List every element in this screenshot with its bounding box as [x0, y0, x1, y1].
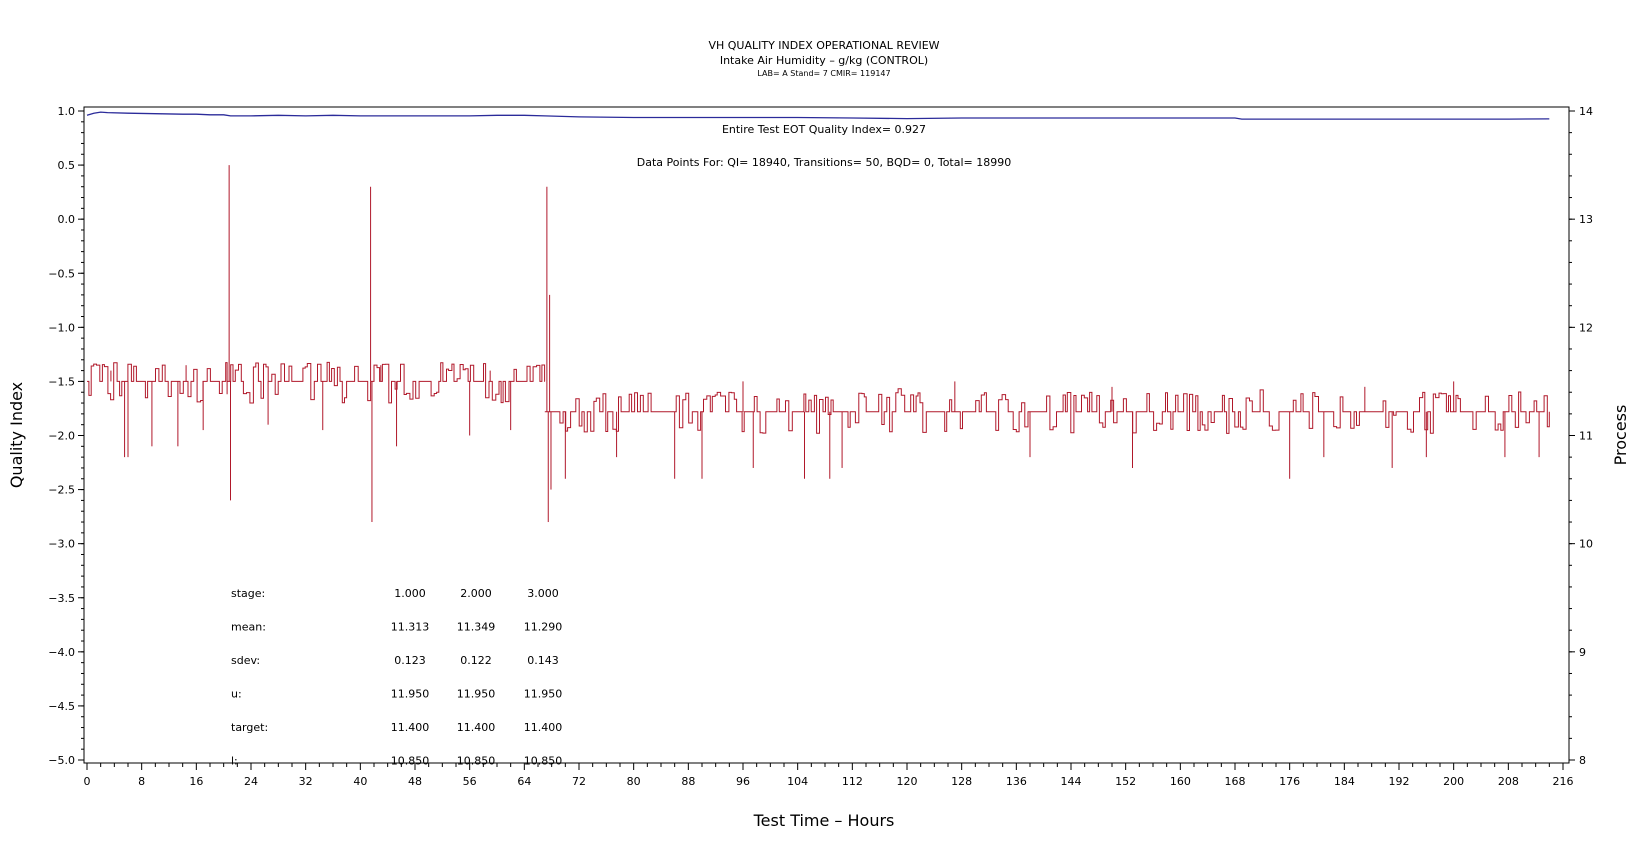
y2-tick-label: 10 [1579, 538, 1593, 551]
x-tick-label: 128 [951, 775, 972, 788]
stats-row-label: mean: [231, 621, 266, 634]
y-tick-label: −3.5 [48, 592, 75, 605]
stats-cell: 0.122 [460, 654, 492, 667]
y-tick-label: −1.5 [48, 375, 75, 388]
y-tick-label: −1.0 [48, 321, 75, 334]
x-tick-label: 160 [1170, 775, 1191, 788]
x-tick-label: 8 [138, 775, 145, 788]
x-tick-label: 168 [1225, 775, 1246, 788]
x-tick-label: 32 [299, 775, 313, 788]
x-tick-label: 64 [517, 775, 531, 788]
chart-subtitle: Intake Air Humidity – g/kg (CONTROL) [720, 54, 928, 67]
qi-annotation: Entire Test EOT Quality Index= 0.927 [722, 123, 926, 136]
y-tick-label: −2.0 [48, 430, 75, 443]
stats-row-label: u: [231, 688, 242, 701]
y2-tick-label: 14 [1579, 105, 1593, 118]
stats-cell: 1.000 [394, 587, 426, 600]
stats-cell: 3.000 [527, 587, 559, 600]
y-tick-label: −4.5 [48, 700, 75, 713]
stats-table: stage: 1.000 2.000 3.000 mean: 11.313 11.349 11… [231, 587, 562, 768]
x-axis-label: Test Time – Hours [753, 811, 895, 830]
y-axis-label: Quality Index [7, 382, 26, 488]
stats-cell: 10.850 [524, 755, 563, 768]
x-tick-label: 176 [1279, 775, 1300, 788]
chart-title: VH QUALITY INDEX OPERATIONAL REVIEW [708, 39, 939, 52]
process-series [87, 165, 1550, 523]
y2-tick-label: 8 [1579, 754, 1586, 767]
stats-cell: 11.950 [391, 688, 430, 701]
y-tick-label: −4.0 [48, 646, 75, 659]
stats-cell: 10.850 [391, 755, 430, 768]
y-tick-label: 0.5 [58, 159, 76, 172]
y2-tick-label: 11 [1579, 430, 1593, 443]
stats-row-label: sdev: [231, 654, 260, 667]
stats-cell: 11.313 [391, 621, 430, 634]
y-tick-label: −5.0 [48, 754, 75, 767]
y2-axis-label: Process [1611, 405, 1630, 466]
x-tick-label: 40 [353, 775, 367, 788]
x-tick-label: 200 [1443, 775, 1464, 788]
y-axis-right: 14 13 12 11 10 9 8 [1569, 105, 1593, 767]
stats-cell: 10.850 [457, 755, 496, 768]
x-tick-label: 72 [572, 775, 586, 788]
x-tick-label: 24 [244, 775, 258, 788]
x-tick-label: 152 [1115, 775, 1136, 788]
plot-frame [83, 106, 1570, 764]
stats-cell: 11.290 [524, 621, 563, 634]
x-tick-label: 48 [408, 775, 422, 788]
y-tick-label: −3.0 [48, 538, 75, 551]
stats-cell: 11.400 [457, 721, 496, 734]
chart-subtitle-lab: LAB= A Stand= 7 CMIR= 119147 [757, 69, 890, 78]
y-tick-label: 0.0 [58, 213, 76, 226]
x-tick-label: 88 [681, 775, 695, 788]
x-tick-label: 56 [463, 775, 477, 788]
stats-cell: 11.400 [524, 721, 563, 734]
stats-cell: 11.950 [524, 688, 563, 701]
y2-tick-label: 12 [1579, 321, 1593, 334]
process-trace [87, 361, 1550, 434]
x-tick-label: 112 [842, 775, 863, 788]
x-tick-label: 192 [1389, 775, 1410, 788]
stats-cell: 11.349 [457, 621, 496, 634]
stats-cell: 11.950 [457, 688, 496, 701]
x-tick-label: 136 [1006, 775, 1027, 788]
quality-index-line [86, 111, 1550, 120]
stats-cell: 0.123 [394, 654, 426, 667]
stats-cell: 0.143 [527, 654, 559, 667]
x-tick-label: 16 [189, 775, 203, 788]
x-axis: 0 8 16 24 32 40 48 56 64 72 80 88 96 104 112 120 128 136 1… [84, 763, 1574, 788]
x-tick-label: 144 [1061, 775, 1082, 788]
x-tick-label: 104 [787, 775, 808, 788]
x-tick-label: 0 [84, 775, 91, 788]
stats-row-label: l: [231, 755, 238, 768]
y-tick-label: 1.0 [58, 105, 76, 118]
stats-cell: 11.400 [391, 721, 430, 734]
y-axis-left: 1.0 0.5 0.0 −0.5 −1.0 −1.5 −2.0 −2.5 −3.0 −3.5 −4.… [48, 105, 84, 767]
quality-index-series [86, 111, 1550, 120]
x-tick-label: 96 [736, 775, 750, 788]
x-tick-label: 208 [1498, 775, 1519, 788]
stats-row-label: target: [231, 721, 268, 734]
stats-row-label: stage: [231, 587, 265, 600]
y2-tick-label: 13 [1579, 213, 1593, 226]
x-tick-label: 184 [1334, 775, 1355, 788]
data-points-annotation: Data Points For: QI= 18940, Transitions=… [637, 156, 1012, 169]
y-tick-label: −2.5 [48, 484, 75, 497]
x-tick-label: 120 [897, 775, 918, 788]
x-tick-label: 80 [627, 775, 641, 788]
x-tick-label: 216 [1553, 775, 1574, 788]
stats-cell: 2.000 [460, 587, 492, 600]
y-tick-label: −0.5 [48, 267, 75, 280]
y2-tick-label: 9 [1579, 646, 1586, 659]
